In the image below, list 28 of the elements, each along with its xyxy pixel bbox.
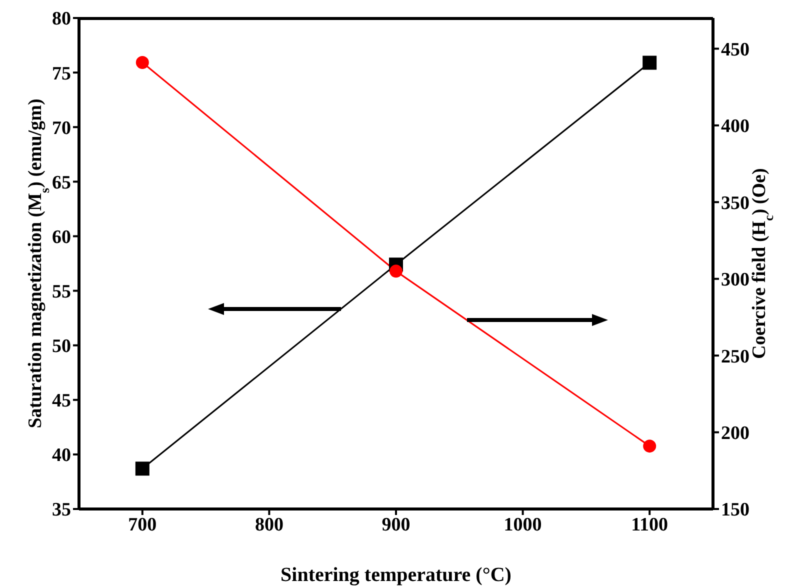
y2-tick-label: 150 — [721, 500, 750, 521]
x-axis-title: Sintering temperature (°C) — [280, 564, 512, 586]
y-tick-label: 75 — [52, 63, 71, 84]
point — [643, 440, 656, 453]
x-tick-label: 800 — [254, 514, 284, 536]
y2-tick-label: 250 — [721, 346, 750, 368]
y-tick-label: 55 — [52, 282, 71, 303]
y2-tick-label: 200 — [721, 423, 750, 444]
x-tick-label: 1100 — [631, 514, 668, 536]
y2-tick-label: 300 — [721, 270, 750, 291]
y2-tick-label: 350 — [721, 192, 750, 214]
y-tick-label: 35 — [52, 500, 71, 521]
y-tick-label: 50 — [52, 336, 71, 358]
x-tick-label: 900 — [382, 514, 410, 536]
y2-tick-label: 400 — [721, 116, 750, 138]
point — [135, 462, 150, 476]
y-tick-label: 45 — [52, 390, 71, 412]
point — [136, 56, 149, 69]
y-tick-label: 65 — [52, 172, 71, 194]
y-tick-label: 80 — [52, 8, 71, 30]
x-tick-label: 700 — [128, 514, 157, 536]
point — [642, 56, 657, 70]
y-tick-label: 40 — [52, 445, 71, 466]
y-tick-label: 70 — [52, 118, 71, 139]
point — [390, 264, 402, 278]
y-tick-label: 60 — [52, 226, 71, 248]
x-tick-label: 1000 — [504, 514, 542, 536]
y2-tick-label: 450 — [721, 39, 750, 60]
